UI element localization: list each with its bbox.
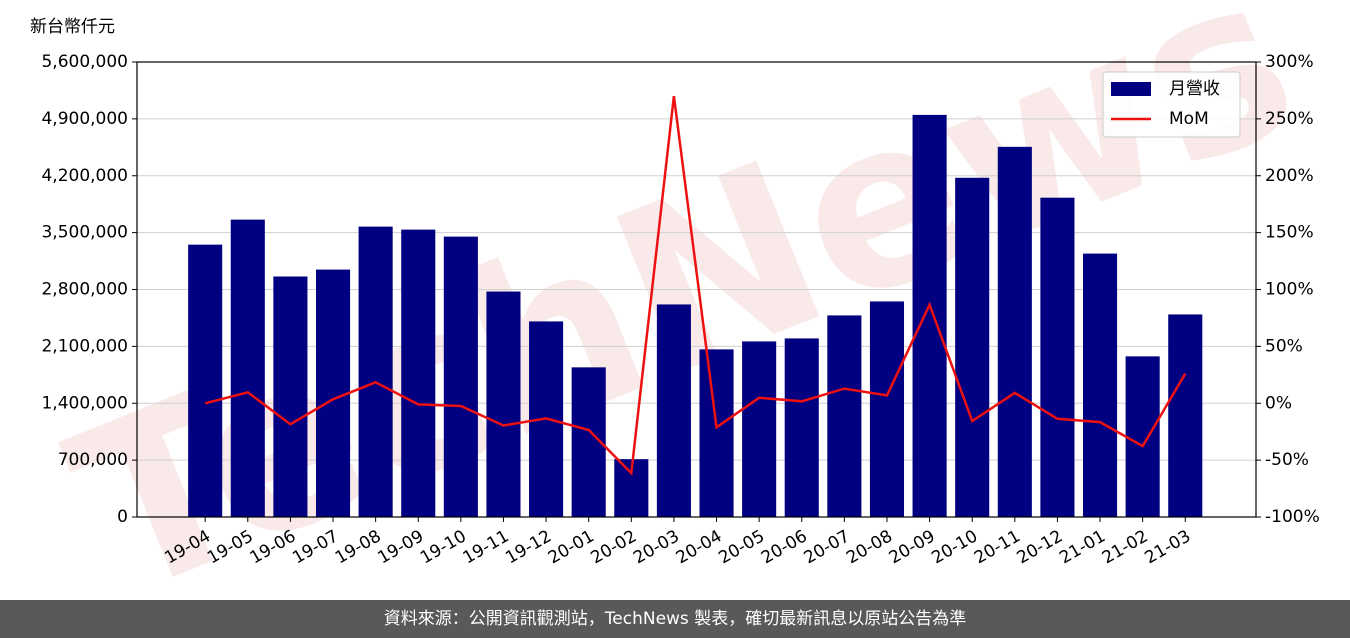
y2-tick-label: 250% xyxy=(1265,109,1314,129)
x-tick-label: 20-06 xyxy=(758,526,811,568)
x-tick-label: 20-03 xyxy=(630,526,683,568)
bar xyxy=(358,226,393,518)
bar xyxy=(742,341,777,517)
x-tick-label: 20-01 xyxy=(545,526,598,568)
x-tick-label: 21-03 xyxy=(1141,526,1194,568)
y2-tick-label: 100% xyxy=(1265,280,1314,300)
x-tick-label: 20-11 xyxy=(971,526,1024,568)
chart: 新台幣仟元 TechNews0700,0001,400,0002,100,000… xyxy=(30,0,1328,638)
x-tick-label: 20-02 xyxy=(588,526,641,568)
y-tick-label: 4,200,000 xyxy=(41,166,128,186)
x-tick-label: 20-05 xyxy=(715,526,768,568)
y2-tick-label: 300% xyxy=(1265,52,1314,72)
bar xyxy=(273,276,308,517)
y-tick-label: 700,000 xyxy=(58,450,128,470)
bar xyxy=(912,114,947,518)
y2-tick-label: 0% xyxy=(1265,393,1292,413)
bar xyxy=(401,229,436,517)
bar xyxy=(315,269,351,517)
y-tick-label: 4,900,000 xyxy=(41,109,128,129)
y-tick-label: 2,100,000 xyxy=(41,336,128,356)
y-tick-label: 2,800,000 xyxy=(41,280,128,300)
bar xyxy=(1040,197,1075,517)
bar xyxy=(1125,356,1160,517)
x-tick-label: 20-04 xyxy=(673,526,726,568)
y-tick-label: 0 xyxy=(117,507,128,527)
y2-tick-label: 50% xyxy=(1265,336,1303,356)
bar xyxy=(699,349,734,517)
y2-tick-label: 200% xyxy=(1265,166,1314,186)
bar xyxy=(656,304,691,517)
y-tick-label: 3,500,000 xyxy=(41,223,128,243)
bar xyxy=(188,244,223,517)
x-tick-label: 21-01 xyxy=(1056,526,1109,568)
bar xyxy=(230,219,265,517)
y-tick-label: 1,400,000 xyxy=(41,393,128,413)
plot-frame xyxy=(136,61,1257,518)
x-tick-label: 21-02 xyxy=(1099,526,1152,568)
y2-tick-label: -100% xyxy=(1265,507,1320,527)
bar xyxy=(784,338,819,517)
y2-tick-label: 150% xyxy=(1265,223,1314,243)
bar xyxy=(869,301,905,517)
x-tick-label: 20-09 xyxy=(886,526,939,568)
bar xyxy=(997,146,1032,517)
bar xyxy=(443,236,478,517)
x-tick-label: 19-12 xyxy=(502,526,555,568)
x-tick-label: 20-12 xyxy=(1014,526,1067,568)
unit-label: 新台幣仟元 xyxy=(30,17,115,37)
bar xyxy=(955,177,990,517)
legend-label: 月營收 xyxy=(1169,79,1220,99)
legend-label: MoM xyxy=(1169,109,1209,129)
x-tick-label: 20-07 xyxy=(801,526,854,568)
bar xyxy=(486,291,521,517)
x-tick-label: 20-10 xyxy=(928,526,981,568)
bar xyxy=(1168,314,1203,517)
x-tick-label: 20-08 xyxy=(843,526,896,568)
y-tick-label: 5,600,000 xyxy=(41,52,128,72)
footer: 資料來源：公開資訊觀測站，TechNews 製表，確切最新訊息以原站公告為準 xyxy=(0,600,1350,638)
bar xyxy=(1082,253,1118,517)
x-tick-label: 19-11 xyxy=(460,526,513,568)
bar xyxy=(827,315,862,517)
legend-swatch xyxy=(1111,82,1151,96)
line xyxy=(204,95,1187,476)
y2-tick-label: -50% xyxy=(1265,450,1309,470)
